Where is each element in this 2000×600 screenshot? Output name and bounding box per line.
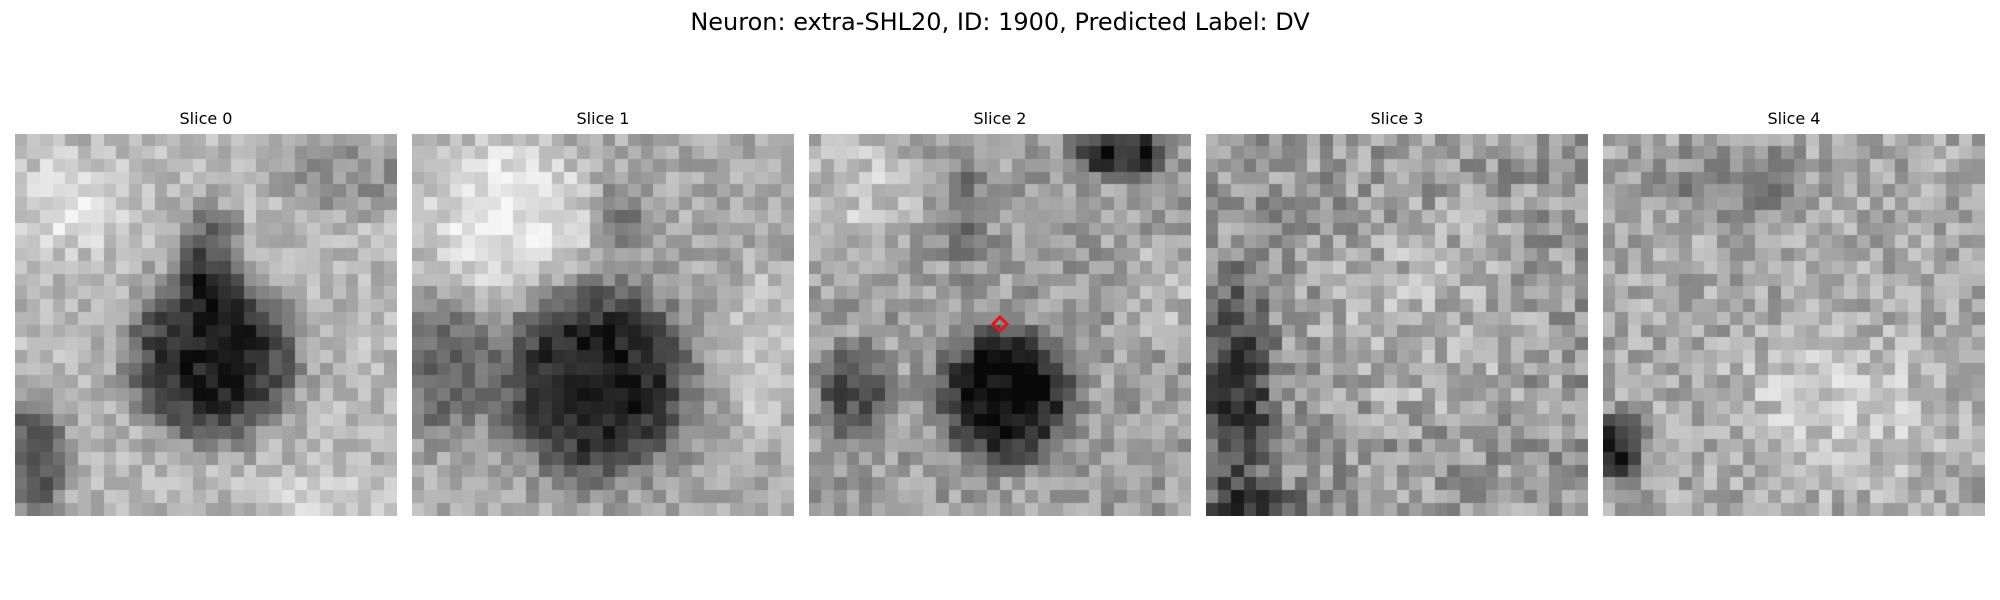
slice-3-image [1206, 134, 1588, 516]
slice-1-image [412, 134, 794, 516]
slice-2-title: Slice 2 [973, 109, 1027, 128]
figure-title: Neuron: extra-SHL20, ID: 1900, Predicted… [690, 8, 1310, 36]
slice-1-title: Slice 1 [576, 109, 630, 128]
slice-4-title: Slice 4 [1767, 109, 1821, 128]
slice-4-image [1603, 134, 1985, 516]
slice-2-image [809, 134, 1191, 516]
slice-0-image [15, 134, 397, 516]
slice-3-title: Slice 3 [1370, 109, 1424, 128]
slice-0-title: Slice 0 [179, 109, 233, 128]
